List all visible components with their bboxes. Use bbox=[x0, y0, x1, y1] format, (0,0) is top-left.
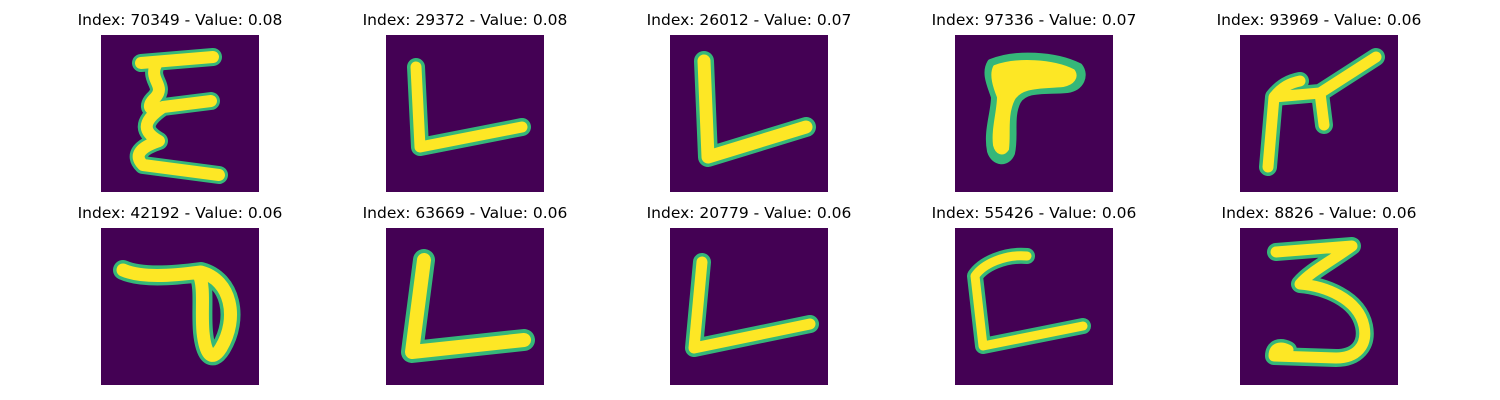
panel-title: Index: 97336 - Value: 0.07 bbox=[931, 11, 1137, 29]
digit-image bbox=[955, 35, 1113, 192]
panel-5: Index: 93969 - Value: 0.06 bbox=[1199, 11, 1439, 201]
panel-title: Index: 63669 - Value: 0.06 bbox=[362, 204, 568, 222]
panel-title: Index: 42192 - Value: 0.06 bbox=[77, 204, 283, 222]
digit-image bbox=[101, 228, 259, 385]
panel-1: Index: 70349 - Value: 0.08 bbox=[60, 11, 300, 201]
panel-title: Index: 8826 - Value: 0.06 bbox=[1221, 204, 1417, 222]
digit-image bbox=[670, 35, 828, 192]
panel-title: Index: 29372 - Value: 0.08 bbox=[362, 11, 568, 29]
digit-image bbox=[955, 228, 1113, 385]
panel-4: Index: 97336 - Value: 0.07 bbox=[914, 11, 1154, 201]
panel-2: Index: 29372 - Value: 0.08 bbox=[345, 11, 585, 201]
digit-image bbox=[1240, 35, 1398, 192]
panel-9: Index: 55426 - Value: 0.06 bbox=[914, 204, 1154, 394]
panel-3: Index: 26012 - Value: 0.07 bbox=[629, 11, 869, 201]
digit-image bbox=[386, 35, 544, 192]
panel-title: Index: 93969 - Value: 0.06 bbox=[1216, 11, 1422, 29]
digit-image bbox=[101, 35, 259, 192]
panel-7: Index: 63669 - Value: 0.06 bbox=[345, 204, 585, 394]
digit-image bbox=[386, 228, 544, 385]
panel-8: Index: 20779 - Value: 0.06 bbox=[629, 204, 869, 394]
panel-10: Index: 8826 - Value: 0.06 bbox=[1199, 204, 1439, 394]
panel-title: Index: 70349 - Value: 0.08 bbox=[77, 11, 283, 29]
panel-6: Index: 42192 - Value: 0.06 bbox=[60, 204, 300, 394]
panel-title: Index: 20779 - Value: 0.06 bbox=[646, 204, 852, 222]
digit-image bbox=[670, 228, 828, 385]
panel-title: Index: 26012 - Value: 0.07 bbox=[646, 11, 852, 29]
panel-title: Index: 55426 - Value: 0.06 bbox=[931, 204, 1137, 222]
digit-image bbox=[1240, 228, 1398, 385]
